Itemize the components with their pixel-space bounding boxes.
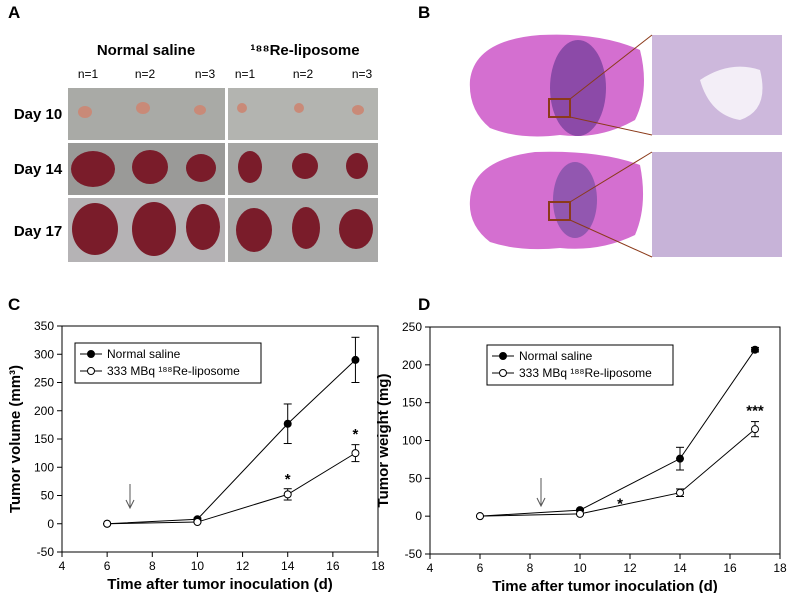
- x-tick-label: 6: [477, 561, 484, 575]
- x-tick-label: 6: [104, 559, 111, 573]
- x-axis-label: Time after tumor inoculation (d): [107, 576, 333, 593]
- series-line: [479, 428, 756, 517]
- x-tick-label: 8: [149, 559, 156, 573]
- x-tick-label: 8: [527, 561, 534, 575]
- y-tick-label: 350: [34, 319, 54, 333]
- legend-box: [486, 344, 674, 386]
- x-tick-label: 4: [427, 561, 434, 575]
- y-tick-label: 100: [34, 460, 54, 474]
- column-label: n=1: [235, 67, 256, 81]
- point: [283, 419, 292, 428]
- y-tick-label: -50: [37, 545, 55, 559]
- row-label: Day 14: [14, 161, 63, 178]
- column-label: n=1: [78, 67, 99, 81]
- legend-marker: [499, 369, 507, 377]
- y-tick-label: 50: [41, 489, 55, 503]
- panel-label: A: [8, 3, 20, 22]
- annotation: ***: [746, 403, 764, 420]
- x-tick-label: 18: [773, 561, 787, 575]
- y-tick-label: 250: [402, 320, 422, 334]
- column-label: n=3: [352, 67, 373, 81]
- point: [751, 345, 759, 354]
- x-tick-label: 14: [673, 561, 687, 575]
- panel-label: D: [418, 295, 430, 314]
- photo-grid: [68, 88, 378, 262]
- panel-label: B: [418, 3, 430, 22]
- y-tick-label: 200: [402, 358, 422, 372]
- y-axis-label: Tumor weight (mg): [375, 374, 392, 508]
- legend-box: [74, 342, 262, 384]
- point: [351, 355, 360, 364]
- series-line: [107, 359, 356, 525]
- annotation: *: [353, 426, 359, 443]
- y-tick-label: 200: [34, 404, 54, 418]
- y-tick-label: 50: [409, 471, 423, 485]
- x-tick-label: 12: [236, 559, 250, 573]
- legend-label: 333 MBq ¹⁸⁸Re-liposome: [107, 364, 240, 378]
- x-tick-label: 14: [281, 559, 295, 573]
- legend-marker: [87, 350, 95, 358]
- point: [676, 454, 684, 463]
- point: [193, 518, 202, 527]
- legend-label: Normal saline: [107, 347, 181, 361]
- legend-marker: [499, 352, 507, 360]
- y-tick-label: 150: [402, 396, 422, 410]
- y-tick-label: 150: [34, 432, 54, 446]
- point: [103, 519, 112, 528]
- y-tick-label: 0: [47, 517, 54, 531]
- x-tick-label: 18: [371, 559, 385, 573]
- x-tick-label: 16: [723, 561, 737, 575]
- point: [476, 512, 484, 521]
- y-tick-label: -50: [405, 547, 423, 561]
- y-tick-label: 100: [402, 434, 422, 448]
- x-tick-label: 12: [623, 561, 637, 575]
- y-tick-label: 300: [34, 347, 54, 361]
- y-axis-label: Tumor volume (mm³): [7, 365, 24, 513]
- column-label: n=2: [135, 67, 156, 81]
- histology: [469, 34, 782, 258]
- annotation: *: [617, 496, 623, 513]
- point: [283, 490, 292, 499]
- column-label: n=2: [293, 67, 314, 81]
- legend-marker: [87, 367, 95, 375]
- point: [676, 488, 684, 497]
- legend-label: 333 MBq ¹⁸⁸Re-liposome: [519, 366, 652, 380]
- point: [576, 509, 584, 518]
- column-label: n=3: [195, 67, 216, 81]
- point: [751, 425, 759, 434]
- series-line: [107, 452, 356, 525]
- x-tick-label: 10: [191, 559, 205, 573]
- x-tick-label: 4: [59, 559, 66, 573]
- y-tick-label: 250: [34, 376, 54, 390]
- legend-label: Normal saline: [519, 349, 593, 363]
- row-label: Day 17: [14, 223, 62, 240]
- group-label: ¹⁸⁸Re-liposome: [250, 42, 359, 59]
- x-tick-label: 10: [573, 561, 587, 575]
- y-tick-label: 0: [415, 509, 422, 523]
- point: [351, 449, 360, 458]
- row-label: Day 10: [14, 106, 62, 123]
- group-label: Normal saline: [97, 42, 195, 59]
- series-line: [479, 349, 756, 517]
- x-tick-label: 16: [326, 559, 340, 573]
- annotation: *: [285, 471, 291, 488]
- arrow: [125, 478, 546, 510]
- x-axis-label: Time after tumor inoculation (d): [492, 578, 718, 593]
- panel-label: C: [8, 295, 20, 314]
